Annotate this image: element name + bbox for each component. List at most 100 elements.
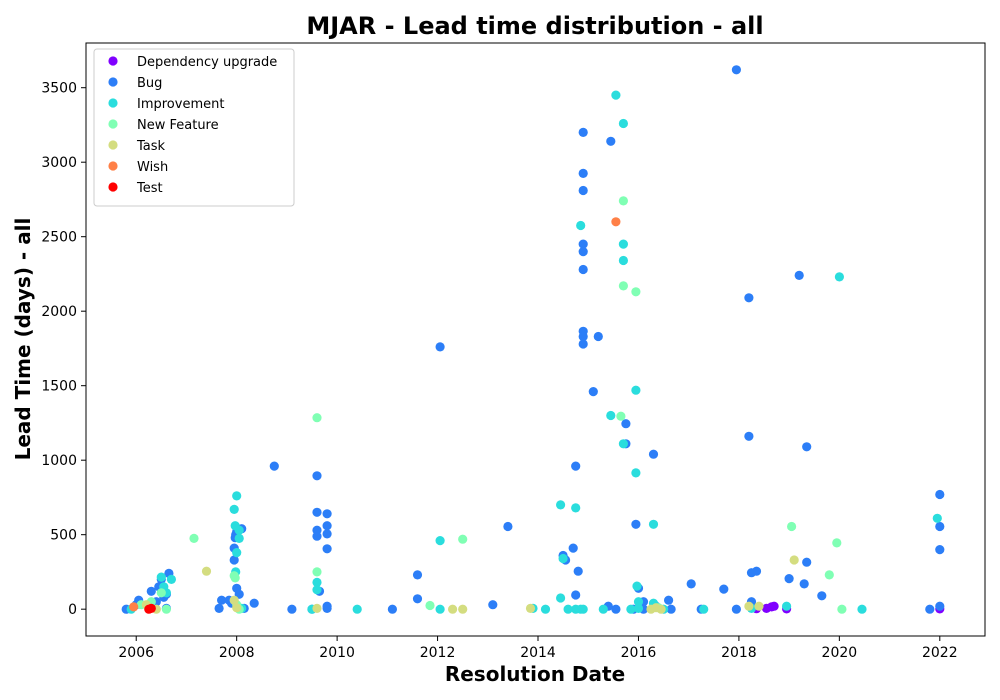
data-point <box>129 602 139 612</box>
data-point <box>425 600 435 611</box>
x-tick-label: 2014 <box>520 645 556 661</box>
data-point <box>618 255 629 266</box>
data-point <box>744 601 754 611</box>
data-point <box>322 601 332 611</box>
chart-title: MJAR - Lead time distribution - all <box>306 12 763 40</box>
data-point <box>234 533 244 544</box>
data-point <box>618 196 629 206</box>
y-tick-label: 3000 <box>41 155 77 171</box>
legend-marker <box>108 161 118 171</box>
data-point <box>606 410 616 421</box>
y-tick-label: 0 <box>68 602 77 618</box>
data-point <box>322 529 332 539</box>
data-point <box>232 603 242 613</box>
data-point <box>618 439 629 449</box>
data-point <box>817 591 827 601</box>
data-point <box>563 604 573 614</box>
data-point <box>664 595 674 605</box>
data-point <box>146 603 156 614</box>
legend-marker <box>108 140 118 150</box>
legend-label: Task <box>136 139 166 154</box>
x-tick-label: 2006 <box>118 645 154 661</box>
data-point <box>287 604 297 614</box>
data-point <box>621 419 631 429</box>
data-point <box>214 603 224 614</box>
data-point <box>201 566 212 576</box>
data-point <box>571 461 581 471</box>
legend-label: Improvement <box>137 97 224 112</box>
x-tick-label: 2022 <box>922 645 958 661</box>
y-tick-label: 2000 <box>41 304 77 320</box>
data-point <box>232 548 242 558</box>
y-tick-label: 1000 <box>41 453 77 469</box>
legend: Dependency upgrade Bug Improvement New Feat… <box>93 48 295 207</box>
data-point <box>935 601 945 611</box>
legend-marker <box>108 119 118 129</box>
data-point <box>782 601 792 611</box>
data-point <box>412 570 423 580</box>
data-point <box>387 604 397 614</box>
data-point <box>322 544 332 554</box>
y-tick-label: 500 <box>50 528 77 544</box>
data-point <box>312 577 322 588</box>
data-point <box>412 594 423 604</box>
data-point <box>540 604 551 614</box>
y-axis: 0 500 1000 1500 2000 2500 3000 3500 <box>41 81 86 618</box>
data-point <box>611 604 621 614</box>
data-point <box>229 504 239 514</box>
data-point <box>312 525 322 535</box>
data-point <box>932 513 942 523</box>
data-point <box>632 581 642 591</box>
data-point <box>799 579 809 589</box>
legend-marker <box>108 182 118 192</box>
data-point <box>593 331 603 342</box>
legend-box <box>93 48 295 207</box>
data-point <box>731 604 742 614</box>
data-point <box>578 247 588 257</box>
data-point <box>230 573 240 583</box>
data-point <box>189 533 199 544</box>
data-point <box>631 385 641 395</box>
y-axis-label: Lead Time (days) - all <box>11 218 35 461</box>
data-point <box>232 491 242 501</box>
x-axis: 2006 2008 2010 2012 2014 2016 2018 2020 2022 <box>118 636 958 661</box>
data-point <box>556 593 566 603</box>
data-point <box>686 579 696 589</box>
series-3 <box>136 196 847 614</box>
data-point <box>312 585 322 595</box>
data-point <box>312 413 322 423</box>
data-point <box>633 597 644 607</box>
y-tick-label: 3500 <box>41 81 77 97</box>
data-point <box>352 604 362 614</box>
data-point <box>568 543 578 553</box>
legend-label: Test <box>136 181 163 196</box>
data-point <box>588 387 598 397</box>
data-point <box>935 545 945 555</box>
data-point <box>648 449 659 459</box>
data-point <box>312 471 322 481</box>
data-point <box>448 604 458 614</box>
data-point <box>666 604 676 614</box>
data-point <box>578 331 588 342</box>
data-point <box>731 65 742 75</box>
data-point <box>146 586 156 596</box>
series-4 <box>141 555 799 614</box>
data-point <box>618 239 629 249</box>
data-point <box>648 519 659 529</box>
data-point <box>578 127 588 137</box>
data-point <box>435 604 445 614</box>
data-point <box>598 604 608 614</box>
series-5 <box>129 217 621 612</box>
data-point <box>626 604 636 614</box>
data-point <box>156 572 166 582</box>
legend-label: Dependency upgrade <box>137 55 277 70</box>
data-point <box>834 272 845 282</box>
x-tick-label: 2016 <box>621 645 657 661</box>
data-point <box>744 293 754 303</box>
data-point <box>435 536 445 546</box>
x-tick-label: 2008 <box>219 645 255 661</box>
data-point <box>571 590 581 600</box>
data-point <box>556 500 566 510</box>
data-point <box>611 90 621 100</box>
